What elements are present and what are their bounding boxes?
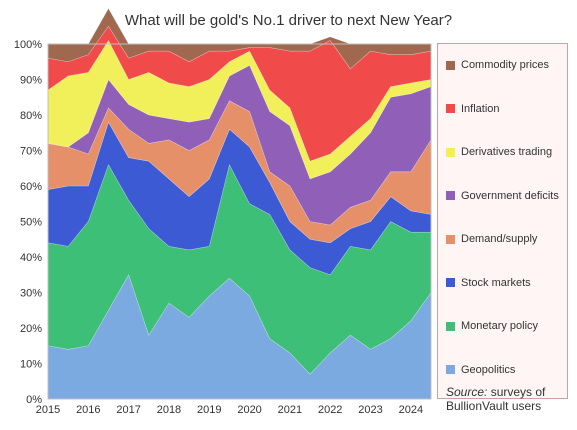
legend-swatch — [446, 278, 455, 287]
legend-label: Derivatives trading — [461, 146, 553, 158]
legend-label: Stock markets — [461, 276, 531, 289]
legend-label: Demand/supply — [461, 233, 538, 245]
y-tick-label: 70% — [20, 146, 42, 158]
legend-swatch — [446, 147, 455, 157]
legend-swatch — [446, 104, 455, 113]
y-tick-label: 90% — [20, 75, 42, 87]
x-tick-label: 2021 — [278, 404, 302, 416]
legend-item-demand-supply: Demand/supply — [446, 232, 537, 246]
y-tick-label: 80% — [20, 110, 42, 122]
legend-item-monetary-policy: Monetary policy — [446, 319, 538, 333]
legend-label: Government deficits — [461, 189, 559, 202]
legend-swatch — [446, 234, 455, 244]
chart-title: What will be gold's No.1 driver to next … — [124, 12, 453, 29]
legend-swatch — [446, 60, 455, 70]
y-tick-label: 50% — [20, 217, 42, 229]
x-tick-label: 2020 — [237, 404, 261, 416]
y-tick-label: 30% — [20, 288, 42, 300]
legend-swatch — [446, 365, 455, 374]
legend-item-stock-markets: Stock markets — [446, 276, 531, 290]
legend-item-government-deficits: Government deficits — [446, 189, 559, 203]
legend-label: Monetary policy — [461, 320, 539, 332]
legend-item-commodity-prices: Commodity prices — [446, 58, 549, 72]
axis-layer: 0% 10% 20% 30% 40% 50% 60% 70% 80% 90% 100% 2015 201… — [14, 39, 432, 416]
source-text: surveys of BullionVault users — [446, 385, 546, 413]
y-tick-label: 100% — [14, 39, 42, 51]
source-lead: Source: — [446, 385, 488, 399]
x-tick-label: 2017 — [116, 404, 140, 416]
y-tick-label: 10% — [20, 359, 42, 371]
x-tick-label: 2019 — [197, 404, 221, 416]
area-layer — [47, 7, 432, 400]
plot-border — [47, 43, 432, 400]
x-tick-label: 2022 — [318, 404, 342, 416]
y-tick-label: 40% — [20, 252, 42, 264]
y-tick-label: 0% — [26, 394, 42, 406]
source-note: Source: surveys of BullionVault users — [446, 385, 577, 413]
y-tick-label: 60% — [20, 181, 42, 193]
x-tick-label: 2024 — [399, 404, 423, 416]
y-tick-label: 20% — [20, 323, 42, 335]
legend-item-inflation: Inflation — [446, 102, 500, 116]
legend-item-derivatives-trading: Derivatives trading — [446, 145, 552, 159]
legend-label: Geopolitics — [461, 363, 516, 376]
x-tick-label: 2023 — [358, 404, 382, 416]
legend: Commodity prices Inflation Derivatives tra… — [437, 43, 568, 399]
legend-label: Inflation — [461, 102, 500, 115]
legend-label: Commodity prices — [461, 59, 550, 71]
legend-item-geopolitics: Geopolitics — [446, 363, 515, 377]
x-tick-label: 2015 — [36, 404, 60, 416]
legend-swatch — [446, 191, 455, 200]
x-tick-label: 2016 — [76, 404, 100, 416]
legend-swatch — [446, 321, 455, 331]
x-tick-label: 2018 — [157, 404, 181, 416]
